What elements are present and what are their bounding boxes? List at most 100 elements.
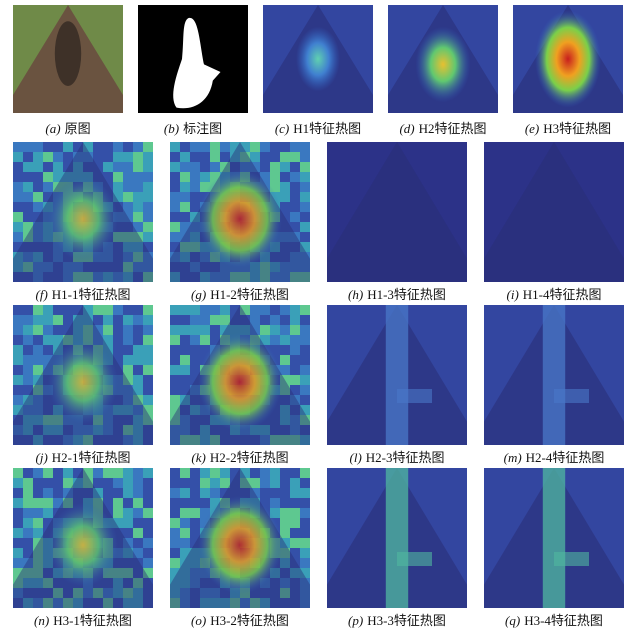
- heat-cell: [23, 498, 34, 509]
- heat-cell: [270, 325, 281, 336]
- hotspot: [198, 333, 282, 431]
- heat-cell: [280, 355, 291, 366]
- heat-cell: [290, 162, 301, 173]
- heat-cell: [123, 305, 134, 316]
- heat-cell: [180, 192, 191, 203]
- hotspot: [416, 27, 471, 103]
- heat-cell: [143, 222, 154, 233]
- heat-cell: [133, 345, 144, 356]
- heat-cell: [23, 375, 34, 386]
- caption-label: (q): [505, 613, 520, 628]
- heat-cell: [300, 478, 311, 489]
- heat-cell: [300, 212, 311, 223]
- heat-cell: [180, 508, 191, 519]
- heat-cell: [300, 538, 311, 549]
- heat-cell: [43, 142, 54, 153]
- heat-cell: [33, 468, 44, 479]
- heat-cell: [43, 345, 54, 356]
- heat-cell: [123, 518, 134, 529]
- caption: (l)H2-3特征热图: [350, 450, 445, 465]
- heat-cell: [13, 518, 24, 529]
- heat-cell: [300, 508, 311, 519]
- heat-cell: [170, 395, 181, 406]
- heat-cell: [280, 498, 291, 509]
- heat-cell: [113, 488, 124, 499]
- heat-cell: [280, 488, 291, 499]
- heat-cell: [13, 172, 24, 183]
- heat-cell: [170, 385, 181, 396]
- heat-cell: [123, 478, 134, 489]
- caption-text: H3-1特征热图: [53, 613, 132, 628]
- heat-cell: [13, 222, 24, 233]
- heat-cell: [300, 385, 311, 396]
- heat-cell: [170, 212, 181, 223]
- heat-cell: [133, 478, 144, 489]
- heat-cell: [300, 325, 311, 336]
- heat-cell: [103, 468, 114, 479]
- heat-cell: [103, 162, 114, 173]
- heat-cell: [270, 172, 281, 183]
- heat-cell: [123, 142, 134, 153]
- caption-label: (j): [36, 450, 48, 465]
- heat-cell: [290, 518, 301, 529]
- heat-cell: [33, 142, 44, 153]
- heat-cell: [220, 468, 231, 479]
- heat-cell: [260, 305, 271, 316]
- heat-cell: [190, 345, 201, 356]
- heat-cell: [260, 468, 271, 479]
- caption-text: H2-4特征热图: [526, 450, 605, 465]
- heat-cell: [133, 468, 144, 479]
- heat-cell: [23, 325, 34, 336]
- heat-cell: [180, 212, 191, 223]
- heat-cell: [23, 508, 34, 519]
- heat-cell: [13, 345, 24, 356]
- heat-cell: [190, 182, 201, 193]
- caption-text: H1-2特征热图: [210, 287, 289, 302]
- caption-text: H1-1特征热图: [52, 287, 131, 302]
- heat-cell: [180, 498, 191, 509]
- heat-cell: [200, 162, 211, 173]
- heat-cell: [180, 468, 191, 479]
- caption: (n)H3-1特征热图: [34, 613, 132, 628]
- heat-cell: [290, 192, 301, 203]
- heat-cell: [23, 212, 34, 223]
- heat-cell: [170, 142, 181, 153]
- heat-cell: [170, 222, 181, 233]
- heat-cell: [53, 162, 64, 173]
- heat-cell: [43, 325, 54, 336]
- heat-cell: [170, 192, 181, 203]
- heat-cell: [290, 488, 301, 499]
- heat-cell: [123, 498, 134, 509]
- heat-cell: [23, 172, 34, 183]
- panel-image: [470, 142, 627, 282]
- heat-cell: [93, 305, 104, 316]
- heat-cell: [250, 305, 261, 316]
- heat-cell: [123, 468, 134, 479]
- panel-image: [0, 305, 167, 446]
- heat-cell: [270, 335, 281, 346]
- heat-cell: [300, 152, 311, 163]
- caption-text: H1特征热图: [293, 121, 361, 136]
- heat-cell: [180, 335, 191, 346]
- caption: (g)H1-2特征热图: [191, 287, 289, 302]
- heat-cell: [190, 315, 201, 326]
- panel-image: [0, 142, 167, 283]
- heat-cell: [23, 162, 34, 173]
- heat-cell: [180, 142, 191, 153]
- panel-image: [377, 5, 509, 113]
- caption-text: 原图: [65, 121, 91, 136]
- heat-cell: [190, 152, 201, 163]
- heat-cell: [280, 142, 291, 153]
- heat-cell: [290, 142, 301, 153]
- heat-cell: [180, 305, 191, 316]
- heat-cell: [133, 182, 144, 193]
- caption: (k)H2-2特征热图: [191, 450, 288, 465]
- heat-cell: [13, 365, 24, 376]
- heat-cell: [113, 315, 124, 326]
- heat-cell: [280, 478, 291, 489]
- caption-label: (i): [507, 287, 519, 302]
- heat-cell: [143, 385, 154, 396]
- heat-cell: [123, 335, 134, 346]
- heat-cell: [170, 345, 181, 356]
- heat-cell: [23, 355, 34, 366]
